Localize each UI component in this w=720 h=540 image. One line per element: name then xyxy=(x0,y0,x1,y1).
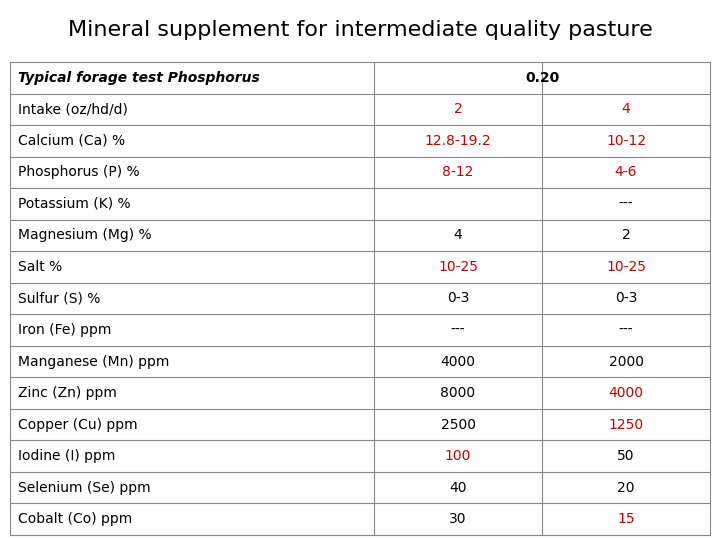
Text: 0-3: 0-3 xyxy=(447,292,469,306)
Text: 10-25: 10-25 xyxy=(606,260,646,274)
Text: ---: --- xyxy=(618,197,634,211)
Text: 15: 15 xyxy=(617,512,635,526)
Text: 4-6: 4-6 xyxy=(615,165,637,179)
Text: 2: 2 xyxy=(621,228,631,242)
Text: Manganese (Mn) ppm: Manganese (Mn) ppm xyxy=(18,355,169,369)
Text: 0-3: 0-3 xyxy=(615,292,637,306)
Text: 20: 20 xyxy=(617,481,635,495)
Text: Salt %: Salt % xyxy=(18,260,62,274)
Text: 1250: 1250 xyxy=(608,417,644,431)
Text: Potassium (K) %: Potassium (K) % xyxy=(18,197,130,211)
Text: 4: 4 xyxy=(454,228,462,242)
Text: Magnesium (Mg) %: Magnesium (Mg) % xyxy=(18,228,152,242)
Text: 0.20: 0.20 xyxy=(525,71,559,85)
Text: 8-12: 8-12 xyxy=(442,165,474,179)
Text: Phosphorus (P) %: Phosphorus (P) % xyxy=(18,165,140,179)
Text: 12.8-19.2: 12.8-19.2 xyxy=(425,134,491,148)
Text: Iron (Fe) ppm: Iron (Fe) ppm xyxy=(18,323,112,337)
Text: ---: --- xyxy=(451,323,465,337)
Text: 2000: 2000 xyxy=(608,355,644,369)
Text: Zinc (Zn) ppm: Zinc (Zn) ppm xyxy=(18,386,117,400)
Text: Cobalt (Co) ppm: Cobalt (Co) ppm xyxy=(18,512,132,526)
Text: 4000: 4000 xyxy=(608,386,644,400)
Text: 4000: 4000 xyxy=(441,355,475,369)
Text: Calcium (Ca) %: Calcium (Ca) % xyxy=(18,134,125,148)
Text: Iodine (I) ppm: Iodine (I) ppm xyxy=(18,449,115,463)
Text: Mineral supplement for intermediate quality pasture: Mineral supplement for intermediate qual… xyxy=(68,20,652,40)
Text: 4: 4 xyxy=(621,102,631,116)
Text: 40: 40 xyxy=(449,481,467,495)
Text: Intake (oz/hd/d): Intake (oz/hd/d) xyxy=(18,102,128,116)
Text: Typical forage test Phosphorus: Typical forage test Phosphorus xyxy=(18,71,260,85)
Text: ---: --- xyxy=(618,323,634,337)
Text: 50: 50 xyxy=(617,449,635,463)
Text: 2: 2 xyxy=(454,102,462,116)
Text: 10-12: 10-12 xyxy=(606,134,646,148)
Text: 100: 100 xyxy=(445,449,471,463)
Text: 10-25: 10-25 xyxy=(438,260,478,274)
Text: Selenium (Se) ppm: Selenium (Se) ppm xyxy=(18,481,150,495)
Text: Sulfur (S) %: Sulfur (S) % xyxy=(18,292,100,306)
Text: 2500: 2500 xyxy=(441,417,475,431)
Text: 8000: 8000 xyxy=(441,386,476,400)
Text: Copper (Cu) ppm: Copper (Cu) ppm xyxy=(18,417,138,431)
Text: 30: 30 xyxy=(449,512,467,526)
